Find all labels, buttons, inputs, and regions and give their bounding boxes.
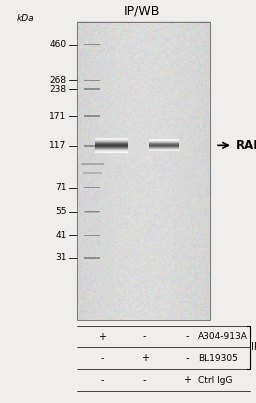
Bar xyxy=(84,44,100,46)
Text: +: + xyxy=(183,375,191,385)
Text: 41: 41 xyxy=(55,231,67,240)
Bar xyxy=(84,89,100,90)
Bar xyxy=(85,211,99,213)
Text: IP: IP xyxy=(251,343,256,352)
Text: RABGAP1: RABGAP1 xyxy=(236,139,256,152)
Text: -: - xyxy=(143,375,146,385)
Text: -: - xyxy=(143,332,146,341)
Text: -: - xyxy=(101,353,104,363)
Bar xyxy=(82,172,102,174)
Text: 71: 71 xyxy=(55,183,67,192)
Text: 460: 460 xyxy=(49,40,67,49)
Text: 268: 268 xyxy=(49,76,67,85)
Bar xyxy=(84,115,100,117)
Text: 171: 171 xyxy=(49,112,67,120)
Bar xyxy=(84,145,100,147)
Text: +: + xyxy=(141,353,149,363)
Bar xyxy=(84,211,100,212)
Bar xyxy=(81,162,104,165)
Text: Ctrl IgG: Ctrl IgG xyxy=(198,376,233,384)
Bar xyxy=(77,22,210,320)
Text: 117: 117 xyxy=(49,141,67,150)
Text: +: + xyxy=(98,332,106,341)
Text: IP/WB: IP/WB xyxy=(124,5,160,18)
Text: -: - xyxy=(185,353,189,363)
Bar xyxy=(84,79,100,81)
Bar xyxy=(84,235,100,236)
Text: A304-913A: A304-913A xyxy=(198,332,248,341)
Text: 31: 31 xyxy=(55,253,67,262)
Text: -: - xyxy=(185,332,189,341)
Text: BL19305: BL19305 xyxy=(198,354,238,363)
Bar xyxy=(84,187,100,189)
Text: -: - xyxy=(101,375,104,385)
Text: 238: 238 xyxy=(49,85,67,94)
Bar xyxy=(84,257,100,259)
Text: 55: 55 xyxy=(55,207,67,216)
Text: kDa: kDa xyxy=(17,14,34,23)
